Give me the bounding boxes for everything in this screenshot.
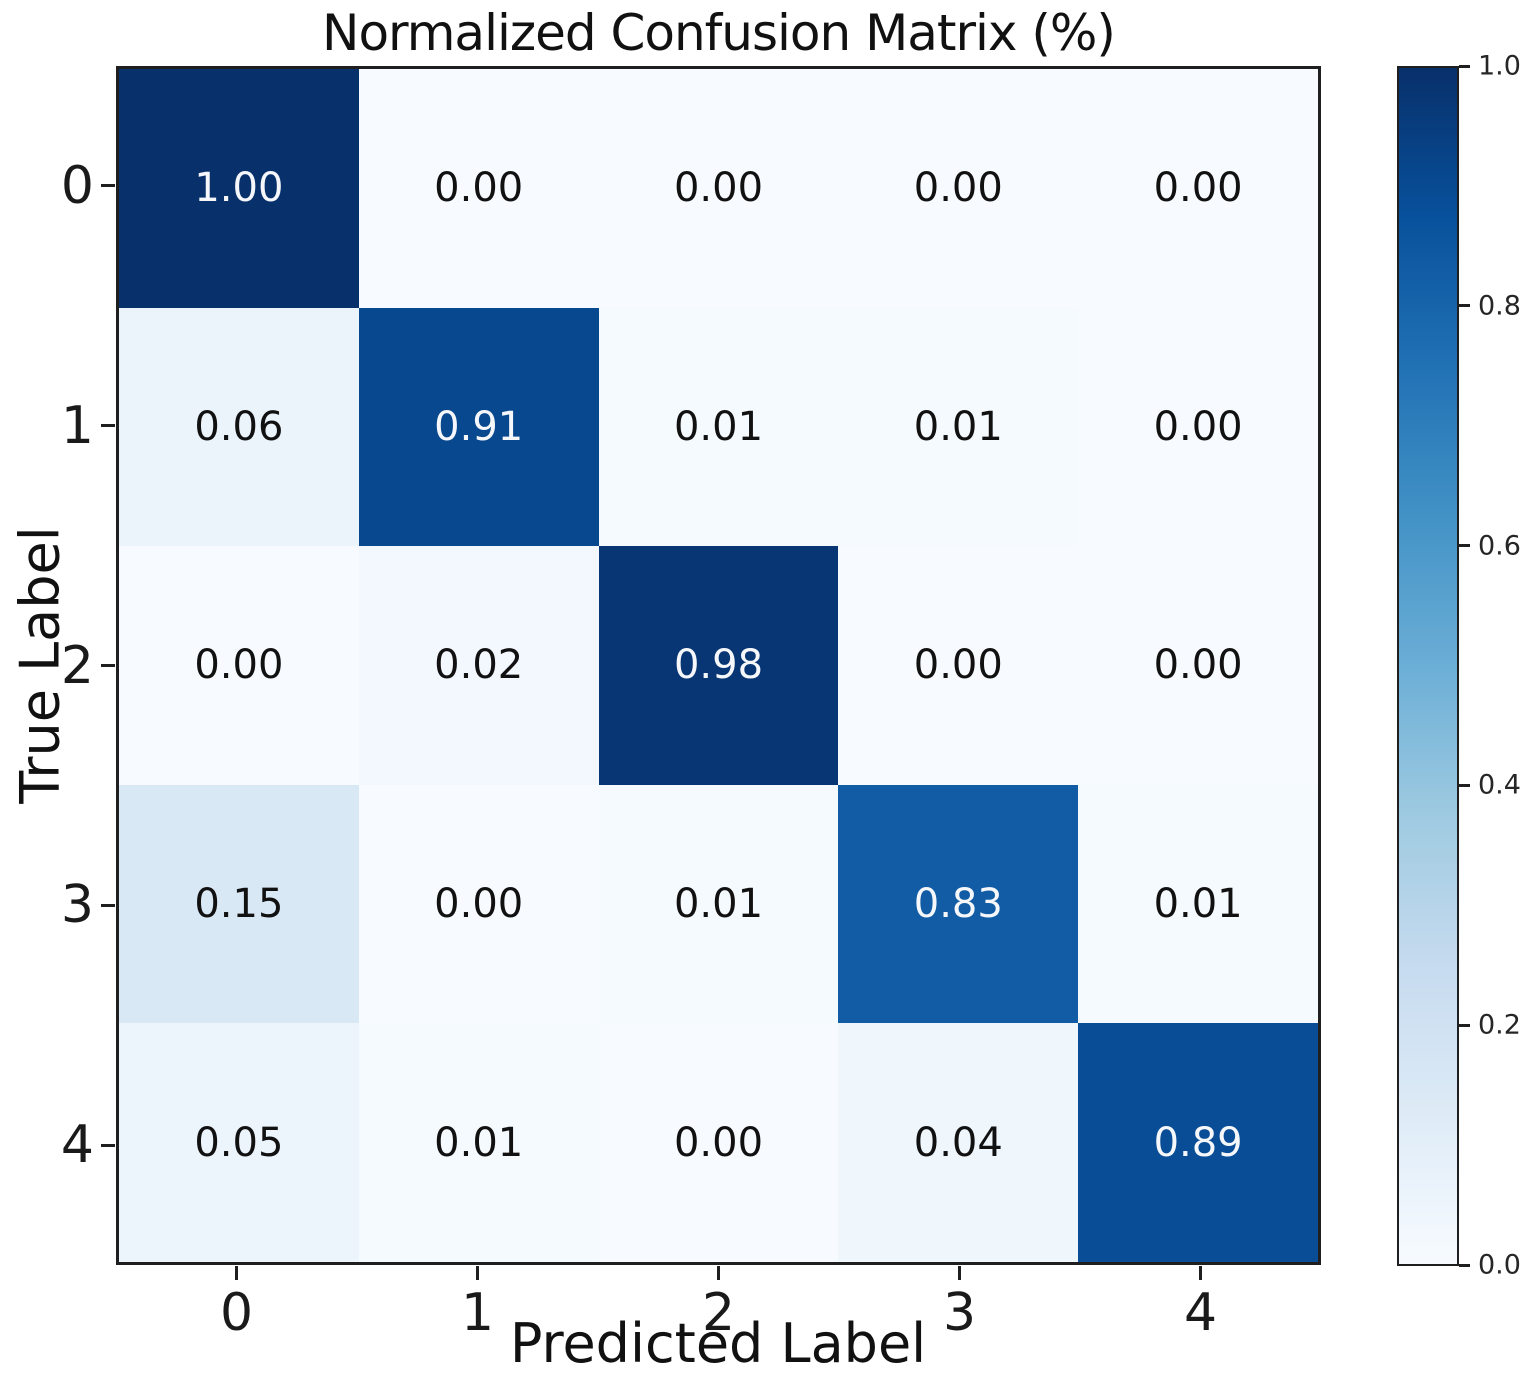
matrix-cell-r4-c4: 0.89 (1078, 1023, 1318, 1262)
matrix-cell-r2-c1: 0.02 (358, 546, 599, 785)
matrix-cell-r4-c1: 0.01 (358, 1023, 599, 1262)
colorbar-tick-mark (1459, 1023, 1470, 1027)
matrix-cell-r4-c3: 0.04 (838, 1023, 1079, 1262)
colorbar-tick-label-1.0: 1.0 (1478, 50, 1521, 82)
y-tick-label-1: 1 (60, 395, 94, 456)
colorbar-tick-mark (1459, 544, 1470, 548)
y-tick-mark (101, 664, 115, 667)
matrix-cell-r4-c0: 0.05 (119, 1023, 359, 1262)
y-tick-mark (101, 903, 115, 907)
x-tick-label-0: 0 (219, 1283, 254, 1343)
x-tick-label-1: 1 (460, 1283, 495, 1343)
matrix-cell-r1-c0: 0.06 (119, 307, 359, 547)
colorbar-tick-label-0.2: 0.2 (1478, 1009, 1521, 1041)
matrix-cell-r0-c1: 0.00 (358, 69, 599, 308)
matrix-cell-r0-c0: 1.00 (119, 69, 359, 308)
colorbar-tick-mark (1459, 1263, 1470, 1267)
x-axis-label: Predicted Label (509, 1312, 927, 1375)
x-tick-label-2: 2 (701, 1283, 736, 1343)
matrix-cell-r4-c2: 0.00 (598, 1023, 839, 1262)
matrix-cell-r3-c3: 0.83 (838, 784, 1079, 1024)
matrix-cell-r2-c4: 0.00 (1078, 546, 1318, 785)
matrix-cell-r0-c2: 0.00 (598, 69, 839, 308)
matrix-cell-r3-c2: 0.01 (598, 784, 839, 1024)
y-tick-label-2: 2 (60, 635, 94, 696)
colorbar-tick-label-0.6: 0.6 (1478, 530, 1521, 562)
chart-title: Normalized Confusion Matrix (%) (322, 4, 1116, 62)
x-tick-label-4: 4 (1183, 1283, 1218, 1343)
matrix-cell-r2-c2: 0.98 (598, 546, 839, 785)
matrix-cell-r2-c0: 0.00 (119, 546, 359, 785)
colorbar-tick-mark (1459, 783, 1470, 787)
matrix-cell-r1-c2: 0.01 (598, 307, 839, 547)
y-tick-label-0: 0 (60, 155, 94, 216)
matrix-cell-r3-c4: 0.01 (1078, 784, 1318, 1024)
y-tick-label-3: 3 (60, 875, 94, 936)
matrix-cell-r0-c3: 0.00 (838, 69, 1079, 308)
y-tick-mark (101, 184, 115, 188)
colorbar-tick-mark (1459, 304, 1470, 308)
matrix-cell-r1-c1: 0.91 (358, 307, 599, 547)
matrix-cell-r0-c4: 0.00 (1078, 69, 1318, 308)
matrix-cell-r2-c3: 0.00 (838, 546, 1079, 785)
x-tick-mark (235, 1266, 238, 1280)
colorbar-tick-mark (1459, 64, 1470, 68)
colorbar-tick-label-0.8: 0.8 (1478, 290, 1521, 322)
matrix-cell-r1-c4: 0.00 (1078, 307, 1318, 547)
matrix-cell-r1-c3: 0.01 (838, 307, 1079, 547)
matrix-cell-r3-c1: 0.00 (358, 784, 599, 1024)
heatmap-plot-area: 1.00 0.00 0.00 0.00 0.00 0.06 0.91 0.01 0.01 0.00… (116, 66, 1321, 1265)
colorbar-tick-label-0.4: 0.4 (1478, 769, 1521, 801)
x-tick-mark (1199, 1266, 1202, 1280)
colorbar-tick-label-0.0: 0.0 (1478, 1249, 1521, 1281)
x-tick-mark (958, 1266, 961, 1280)
y-axis-label: True Label (8, 526, 72, 804)
y-tick-mark (101, 1143, 115, 1147)
x-tick-mark (476, 1266, 479, 1280)
matrix-cell-r3-c0: 0.15 (119, 784, 359, 1024)
y-tick-label-4: 4 (60, 1115, 94, 1176)
colorbar (1397, 66, 1459, 1266)
x-tick-mark (717, 1266, 720, 1280)
y-tick-mark (101, 424, 115, 428)
x-tick-label-3: 3 (942, 1283, 977, 1343)
